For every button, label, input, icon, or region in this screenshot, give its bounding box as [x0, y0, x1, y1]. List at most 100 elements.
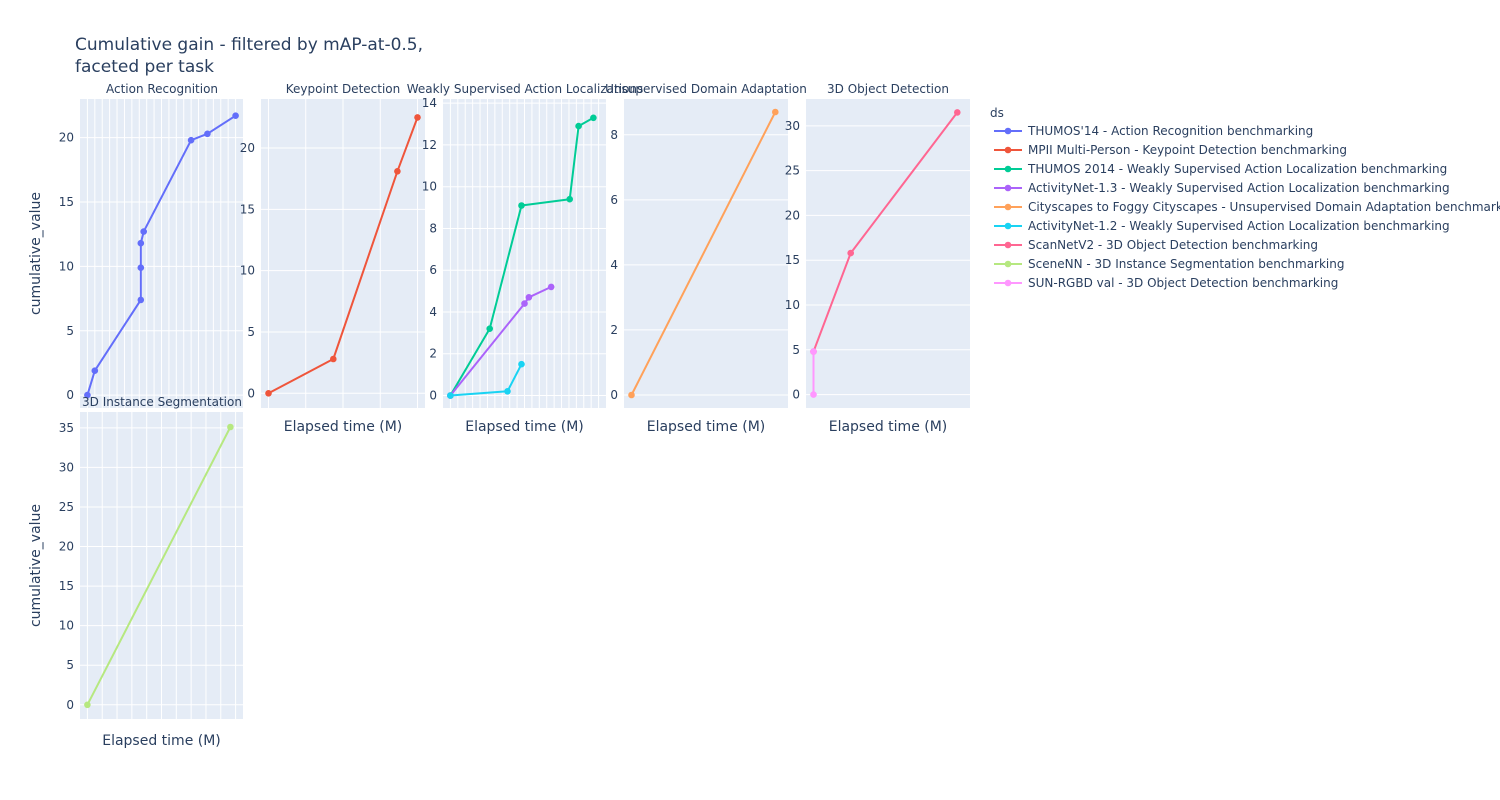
data-point — [590, 114, 597, 122]
facet-title: Weakly Supervised Action Localizations — [407, 82, 643, 96]
y-tick-label: 15 — [59, 195, 74, 209]
y-tick-label: 35 — [59, 421, 74, 435]
facet-2: 0 5 10 15 20 Keypoint Detection Elapsed time (… — [240, 82, 425, 435]
y-tick-label: 0 — [66, 388, 74, 402]
legend-swatch-marker — [1004, 184, 1012, 192]
y-tick-label: 2 — [610, 323, 618, 337]
legend-item[interactable]: SUN-RGBD val - 3D Object Detection bench… — [994, 276, 1338, 290]
y-axis-title: cumulative_value — [28, 192, 44, 315]
series-line — [86, 426, 232, 706]
data-point — [447, 392, 454, 399]
legend-item[interactable]: THUMOS'14 - Action Recognition benchmark… — [994, 124, 1313, 138]
legend-swatch-marker — [1004, 222, 1012, 230]
y-tick-label: 6 — [429, 263, 437, 277]
y-tick-label: 15 — [785, 253, 800, 267]
y-tick-label: 20 — [59, 540, 74, 554]
y-tick-label: 10 — [59, 619, 74, 633]
legend-item[interactable]: ActivityNet-1.2 - Weakly Supervised Acti… — [994, 219, 1450, 233]
y-tick-label: 0 — [66, 698, 74, 712]
data-point — [575, 122, 582, 130]
y-tick-label: 30 — [59, 460, 74, 474]
y-tick-label: 8 — [429, 221, 437, 235]
y-tick-label: 10 — [240, 264, 255, 278]
y-tick-label: 14 — [422, 96, 437, 110]
plot-background — [806, 99, 970, 408]
y-tick-label: 25 — [785, 164, 800, 178]
data-point — [227, 423, 234, 431]
data-point — [518, 360, 525, 368]
legend-label: SUN-RGBD val - 3D Object Detection bench… — [1028, 276, 1338, 290]
y-tick-label: 0 — [792, 388, 800, 402]
y-tick-label: 5 — [66, 658, 74, 672]
y-axis-title: cumulative_value — [28, 504, 44, 627]
data-point — [204, 130, 211, 138]
series — [447, 360, 525, 399]
chart-title-line-1: Cumulative gain - filtered by mAP-at-0.5… — [75, 35, 423, 55]
legend-item[interactable]: ScanNetV2 - 3D Object Detection benchmar… — [994, 238, 1318, 252]
legend-item[interactable]: SceneNN - 3D Instance Segmentation bench… — [994, 257, 1345, 271]
x-axis-title: Elapsed time (M) — [829, 419, 948, 435]
data-point — [772, 108, 779, 116]
y-tick-label: 6 — [610, 193, 618, 207]
legend-swatch-marker — [1004, 127, 1012, 135]
y-tick-label: 5 — [247, 325, 255, 339]
legend-label: ScanNetV2 - 3D Object Detection benchmar… — [1028, 238, 1318, 252]
data-point — [84, 391, 91, 399]
y-tick-label: 2 — [429, 347, 437, 361]
y-tick-label: 5 — [66, 324, 74, 338]
x-axis-title: Elapsed time (M) — [465, 419, 584, 435]
data-point — [518, 202, 525, 209]
y-tick-label: 10 — [785, 298, 800, 312]
series-line — [449, 285, 552, 397]
y-tick-label: 0 — [247, 386, 255, 400]
series-line — [268, 117, 419, 395]
data-point — [525, 294, 533, 301]
series — [84, 112, 239, 399]
data-point — [91, 367, 99, 375]
y-tick-label: 20 — [59, 131, 74, 145]
y-tick-label: 4 — [429, 305, 437, 319]
x-axis-title: Elapsed time (M) — [647, 419, 766, 435]
facet-title: 3D Instance Segmentation — [82, 395, 242, 409]
legend-item[interactable]: MPII Multi-Person - Keypoint Detection b… — [994, 143, 1347, 157]
y-tick-label: 15 — [59, 579, 74, 593]
legend-item[interactable]: ActivityNet-1.3 - Weakly Supervised Acti… — [994, 181, 1450, 195]
legend-title: ds — [990, 106, 1004, 120]
series — [810, 348, 817, 398]
y-tick-label: 5 — [792, 343, 800, 357]
facet-6: 0 5 10 15 20 25 30 35 3D Instance Segmentation El… — [28, 395, 243, 749]
facet-title: Action Recognition — [106, 82, 218, 96]
legend-label: Cityscapes to Foggy Cityscapes - Unsuper… — [1028, 200, 1500, 214]
data-point — [330, 355, 337, 363]
y-tick-label: 10 — [59, 259, 74, 273]
legend-swatch-marker — [1004, 241, 1012, 249]
x-axis-title: Elapsed time (M) — [102, 733, 221, 749]
data-point — [810, 348, 817, 355]
data-point — [265, 390, 272, 397]
data-point — [628, 391, 635, 399]
series-line — [630, 111, 777, 396]
data-point — [137, 296, 145, 304]
y-tick-label: 20 — [785, 208, 800, 222]
data-point — [547, 283, 555, 291]
legend: ds THUMOS'14 - Action Recognition benchm… — [990, 106, 1500, 290]
y-tick-label: 4 — [610, 258, 618, 272]
series — [265, 114, 421, 397]
legend-swatch-marker — [1004, 165, 1012, 173]
y-tick-label: 15 — [240, 202, 255, 216]
legend-swatch-marker — [1004, 279, 1012, 287]
legend-item[interactable]: THUMOS 2014 - Weakly Supervised Action L… — [994, 162, 1447, 176]
y-tick-label: 0 — [610, 388, 618, 402]
series — [628, 108, 779, 399]
facet-4: 0 2 4 6 8 Unsupervised Domain Adaptation Elaps… — [605, 82, 807, 435]
y-tick-label: 10 — [422, 180, 437, 194]
facet-title: Keypoint Detection — [286, 82, 400, 96]
legend-label: THUMOS 2014 - Weakly Supervised Action L… — [1027, 162, 1447, 176]
data-point — [84, 701, 91, 709]
data-point — [187, 136, 195, 144]
legend-item[interactable]: Cityscapes to Foggy Cityscapes - Unsuper… — [994, 200, 1500, 214]
